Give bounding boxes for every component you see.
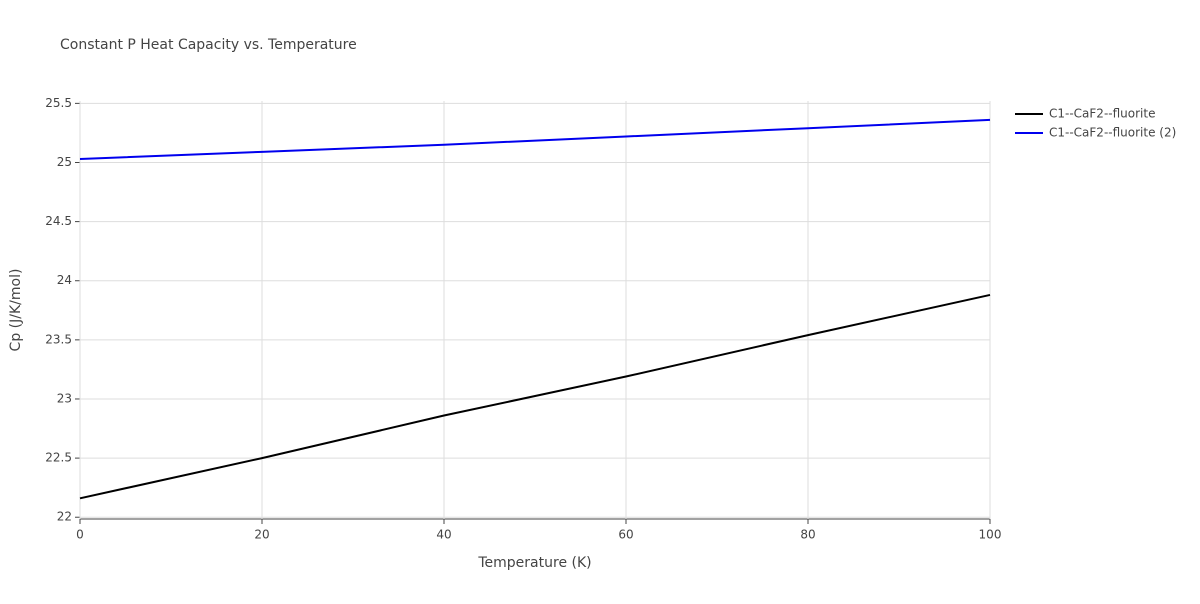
y-tick-label: 23.5 xyxy=(45,332,72,346)
x-tick-label: 20 xyxy=(254,528,269,542)
data-line xyxy=(79,118,991,160)
legend-label: C1--CaF2--fluorite xyxy=(1049,107,1155,121)
y-tick-label: 23 xyxy=(57,391,72,405)
y-tick-label: 22.5 xyxy=(45,451,72,465)
legend-label: C1--CaF2--fluorite (2) xyxy=(1049,126,1176,140)
x-tick-label: 100 xyxy=(979,528,1002,542)
y-tick-label: 24 xyxy=(57,273,72,287)
y-tick-label: 25.5 xyxy=(45,96,72,110)
x-tick-label: 60 xyxy=(618,528,633,542)
x-tick-label: 0 xyxy=(76,528,84,542)
y-tick-label: 24.5 xyxy=(45,214,72,228)
chart-title: Constant P Heat Capacity vs. Temperature xyxy=(60,37,357,53)
y-tick-label: 22 xyxy=(57,510,72,524)
x-tick-label: 40 xyxy=(436,528,451,542)
y-tick-label: 25 xyxy=(57,155,72,169)
x-tick-label: 80 xyxy=(800,528,815,542)
data-line xyxy=(79,293,991,500)
x-axis-title: Temperature (K) xyxy=(477,555,591,571)
y-axis-title: Cp (J/K/mol) xyxy=(8,269,24,352)
